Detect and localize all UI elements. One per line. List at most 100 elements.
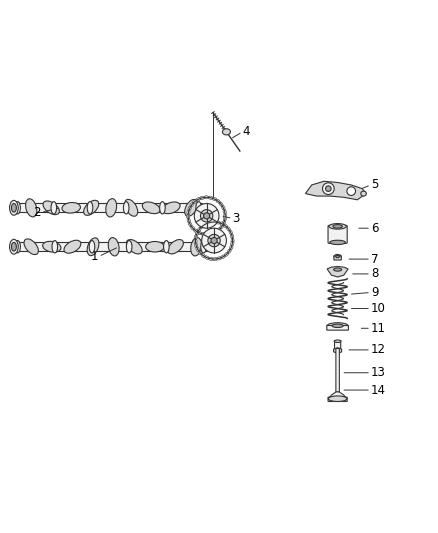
Text: 5: 5	[371, 179, 378, 191]
Ellipse shape	[87, 201, 93, 214]
Ellipse shape	[223, 224, 228, 228]
Ellipse shape	[207, 221, 212, 224]
Ellipse shape	[215, 221, 220, 224]
Ellipse shape	[217, 257, 222, 260]
Ellipse shape	[219, 202, 223, 206]
Ellipse shape	[219, 222, 224, 225]
Circle shape	[194, 204, 219, 228]
Ellipse shape	[209, 232, 214, 235]
Ellipse shape	[52, 240, 57, 253]
Ellipse shape	[10, 239, 18, 254]
Text: 14: 14	[371, 384, 386, 397]
Ellipse shape	[230, 245, 233, 250]
Text: 13: 13	[371, 366, 386, 379]
Ellipse shape	[223, 209, 226, 214]
Ellipse shape	[193, 200, 197, 204]
Ellipse shape	[330, 240, 346, 245]
Ellipse shape	[334, 254, 341, 259]
Ellipse shape	[62, 203, 81, 213]
Ellipse shape	[194, 243, 198, 248]
Ellipse shape	[194, 239, 197, 244]
Ellipse shape	[212, 257, 218, 261]
FancyBboxPatch shape	[336, 349, 339, 392]
Ellipse shape	[188, 222, 192, 227]
Ellipse shape	[127, 239, 142, 254]
Circle shape	[202, 228, 226, 253]
Text: 11: 11	[371, 322, 386, 335]
Ellipse shape	[198, 227, 201, 231]
Ellipse shape	[231, 241, 234, 246]
Ellipse shape	[201, 240, 206, 253]
Ellipse shape	[334, 340, 341, 343]
Ellipse shape	[361, 191, 366, 196]
Ellipse shape	[194, 235, 198, 239]
Ellipse shape	[333, 224, 343, 228]
Ellipse shape	[196, 198, 201, 201]
Ellipse shape	[125, 199, 138, 216]
Circle shape	[322, 183, 334, 195]
Bar	[14, 243, 207, 251]
Ellipse shape	[42, 241, 61, 252]
Ellipse shape	[230, 234, 234, 239]
Ellipse shape	[229, 230, 233, 235]
Ellipse shape	[212, 197, 217, 201]
Ellipse shape	[231, 238, 234, 243]
Ellipse shape	[162, 202, 180, 214]
Polygon shape	[334, 348, 342, 353]
Ellipse shape	[15, 201, 21, 214]
Ellipse shape	[221, 255, 225, 259]
FancyBboxPatch shape	[328, 225, 347, 244]
Ellipse shape	[187, 214, 190, 219]
Ellipse shape	[224, 252, 229, 256]
Text: 7: 7	[371, 253, 378, 265]
Ellipse shape	[201, 232, 206, 236]
Ellipse shape	[142, 202, 160, 214]
Ellipse shape	[203, 222, 208, 226]
Ellipse shape	[327, 322, 348, 329]
Ellipse shape	[197, 231, 202, 235]
Ellipse shape	[168, 239, 184, 254]
Text: 1: 1	[91, 250, 99, 263]
Ellipse shape	[43, 201, 60, 215]
Ellipse shape	[106, 199, 117, 217]
Ellipse shape	[211, 221, 216, 223]
FancyBboxPatch shape	[334, 256, 341, 260]
Ellipse shape	[163, 240, 169, 253]
Ellipse shape	[205, 233, 210, 236]
Ellipse shape	[328, 396, 347, 401]
Ellipse shape	[15, 240, 21, 253]
Ellipse shape	[227, 249, 231, 253]
Ellipse shape	[146, 241, 164, 252]
Ellipse shape	[24, 239, 39, 255]
Polygon shape	[305, 181, 366, 200]
Circle shape	[201, 209, 213, 222]
Text: 4: 4	[243, 125, 250, 139]
Ellipse shape	[204, 196, 209, 199]
Circle shape	[347, 187, 356, 196]
Ellipse shape	[191, 238, 201, 256]
Ellipse shape	[194, 229, 198, 233]
Ellipse shape	[11, 243, 16, 251]
Ellipse shape	[124, 201, 129, 214]
Ellipse shape	[159, 201, 165, 214]
Text: 2: 2	[34, 206, 41, 219]
Ellipse shape	[198, 251, 202, 255]
Text: 8: 8	[371, 268, 378, 280]
Text: 9: 9	[371, 286, 378, 299]
Ellipse shape	[329, 223, 346, 229]
Ellipse shape	[188, 206, 191, 211]
Ellipse shape	[208, 257, 213, 261]
Ellipse shape	[108, 238, 119, 256]
Ellipse shape	[336, 255, 339, 257]
Ellipse shape	[187, 210, 190, 215]
Ellipse shape	[196, 247, 199, 252]
Ellipse shape	[223, 129, 230, 135]
Circle shape	[211, 238, 217, 244]
Ellipse shape	[11, 204, 16, 212]
Text: 12: 12	[371, 343, 386, 357]
Ellipse shape	[87, 238, 99, 256]
Ellipse shape	[216, 199, 220, 203]
Ellipse shape	[200, 196, 205, 199]
Ellipse shape	[208, 196, 213, 199]
Ellipse shape	[190, 203, 194, 207]
